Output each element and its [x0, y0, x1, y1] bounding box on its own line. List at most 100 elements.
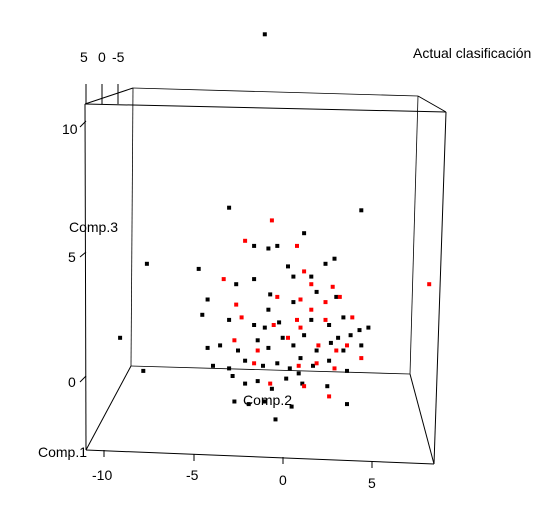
data-point-s2-29 — [332, 366, 337, 371]
data-point-s2-23 — [316, 343, 321, 348]
data-point-s1-68 — [291, 300, 296, 305]
data-point-s1-64 — [273, 417, 278, 422]
data-point-s1-50 — [287, 366, 292, 371]
data-point-s1-23 — [227, 317, 232, 322]
data-point-s1-71 — [336, 335, 341, 340]
data-point-s1-66 — [345, 402, 349, 407]
data-point-s1-38 — [291, 343, 296, 348]
data-point-s2-32 — [302, 384, 307, 389]
data-point-s1-4 — [359, 208, 364, 213]
data-point-s1-31 — [366, 325, 371, 330]
data-point-s1-21 — [334, 294, 339, 299]
top-tick-label-2: 0 — [98, 49, 106, 65]
data-point-s2-33 — [327, 394, 332, 399]
data-point-s1-56 — [255, 379, 260, 384]
data-point-s1-3 — [302, 231, 307, 236]
plot-box-front — [84, 103, 447, 465]
data-point-s1-59 — [300, 381, 305, 386]
x-tick-label-minus-10: -10 — [92, 467, 112, 483]
data-point-s1-46 — [227, 366, 232, 371]
data-point-s1-45 — [211, 363, 215, 368]
data-point-s1-5 — [144, 261, 149, 266]
data-point-s1-17 — [252, 277, 257, 282]
data-point-s1-42 — [341, 348, 346, 353]
data-point-s1-20 — [314, 289, 319, 294]
data-point-s1-53 — [327, 358, 332, 363]
data-point-s2-8 — [275, 294, 280, 299]
top-tick-label-1: 5 — [80, 49, 88, 65]
data-point-s2-14 — [271, 323, 276, 327]
z-axis-ticks — [79, 120, 87, 383]
data-point-s2-19 — [232, 338, 237, 343]
data-point-s1-44 — [359, 343, 364, 348]
data-point-s2-22 — [298, 325, 303, 330]
data-point-s1-14 — [332, 256, 337, 261]
axis-label-comp3: Comp.3 — [69, 219, 118, 235]
data-point-s1-9 — [252, 243, 257, 248]
data-point-s1-19 — [291, 274, 296, 279]
data-point-s1-63 — [262, 399, 267, 404]
data-point-s1-48 — [261, 363, 265, 368]
data-point-s1-70 — [262, 325, 267, 330]
data-point-s1-51 — [298, 356, 303, 361]
top-tick-label-3: -5 — [112, 49, 125, 65]
data-point-s2-9 — [309, 282, 314, 287]
data-point-s2-7 — [234, 302, 239, 307]
data-point-s2-6 — [221, 277, 226, 282]
data-point-s2-18 — [350, 315, 355, 320]
data-point-s1-29 — [341, 315, 346, 320]
data-point-s2-24 — [334, 348, 339, 353]
data-point-s1-28 — [327, 323, 332, 327]
data-point-s2-5 — [330, 284, 335, 289]
data-point-s1-60 — [325, 384, 330, 389]
data-point-s1-57 — [269, 386, 274, 391]
axis-label-comp1: Comp.1 — [38, 444, 87, 460]
data-point-s1-27 — [309, 317, 314, 322]
data-point-s1-67 — [230, 374, 235, 378]
data-point-s2-10 — [298, 297, 303, 302]
data-point-s1-61 — [232, 399, 237, 404]
data-point-s2-28 — [314, 361, 319, 366]
data-point-s1-2 — [227, 205, 232, 210]
x-tick-label-5: 5 — [368, 475, 376, 491]
data-point-s1-32 — [205, 345, 210, 350]
data-point-s1-18 — [268, 292, 273, 297]
data-point-s1-39 — [302, 333, 307, 338]
data-point-s2-30 — [359, 356, 364, 361]
data-point-s1-16 — [205, 297, 210, 302]
data-point-s1-8 — [141, 368, 146, 373]
x-axis-ticks — [103, 450, 373, 468]
data-point-s1-12 — [286, 264, 290, 269]
data-point-s1-6 — [196, 266, 201, 271]
x-tick-label-0: 0 — [279, 472, 287, 488]
data-point-s1-43 — [348, 333, 353, 338]
data-point-s2-17 — [323, 317, 328, 322]
data-point-s2-12 — [337, 294, 342, 299]
data-point-s1-15 — [234, 282, 239, 287]
data-point-s1-10 — [266, 246, 271, 251]
data-point-s1-7 — [118, 335, 123, 340]
data-point-s2-13 — [239, 315, 244, 320]
data-point-s2-34 — [427, 282, 432, 287]
data-point-s1-72 — [296, 371, 301, 376]
data-point-s1-69 — [309, 274, 314, 279]
data-point-s1-54 — [345, 368, 349, 373]
data-point-s1-37 — [280, 335, 285, 340]
data-point-s2-20 — [255, 348, 260, 353]
chart-title: Actual clasificación — [413, 45, 531, 61]
top-axis-ticks — [85, 84, 119, 104]
data-point-s1-11 — [275, 243, 280, 248]
data-point-s1-35 — [255, 338, 260, 343]
data-point-s1-58 — [284, 376, 289, 381]
data-point-s2-2 — [269, 218, 274, 223]
data-point-s2-25 — [345, 343, 349, 348]
data-point-s1-40 — [314, 348, 319, 353]
z-tick-label-5: 5 — [68, 249, 76, 265]
data-point-s1-26 — [277, 320, 282, 325]
data-point-s2-27 — [296, 363, 301, 368]
data-point-s1-62 — [246, 402, 251, 407]
data-point-s1-24 — [252, 323, 257, 327]
data-point-s1-34 — [236, 348, 240, 353]
data-point-s1-30 — [357, 328, 362, 333]
data-point-s1-65 — [289, 404, 294, 409]
